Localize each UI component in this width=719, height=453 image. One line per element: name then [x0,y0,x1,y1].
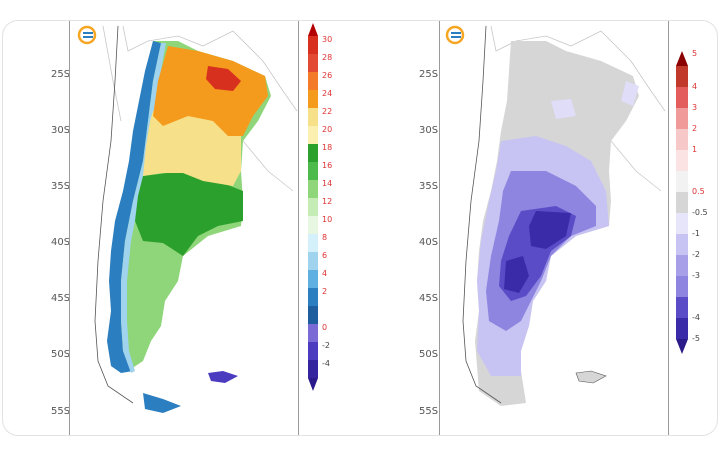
lat-label: 35S [419,181,439,192]
argentina-region-darkest [529,211,571,249]
colorbar-label: 22 [322,107,333,116]
argentina-region-paleblue [551,99,576,119]
colorbar-label: 16 [322,161,333,170]
lat-label: 45S [51,293,71,304]
colorbar-label: -2 [692,250,700,259]
lat-label: 50S [51,349,71,360]
colorbar-label: -2 [322,341,330,350]
tierra-del-fuego [143,393,181,413]
anomaly-colorbar [676,51,688,354]
argentina-region-yellow [143,106,241,186]
colorbar-label: -4 [322,359,330,368]
temperature-map-panel: 25S 30S 35S 40S 45S 50S 55S [3,21,358,435]
malvinas-islands [208,371,238,383]
colorbar-label: 6 [322,251,328,260]
colorbar-label: 18 [322,143,333,152]
lat-label: 25S [419,69,439,80]
colorbar-label: 0.5 [692,187,705,196]
colorbar-label: 30 [322,35,333,44]
colorbar-label: 4 [692,82,698,91]
colorbar-label: 5 [692,49,698,58]
anomaly-map [445,25,688,406]
lat-label: 35S [51,181,71,192]
image-card: 25S 30S 35S 40S 45S 50S 55S [2,20,718,436]
lat-label: 40S [51,237,71,248]
colorbar-label: 8 [322,233,328,242]
chile-coastline [462,25,502,404]
argentina-region-orange [153,46,268,136]
lat-label: 55S [419,406,439,417]
colorbar-label: 10 [322,215,333,224]
colorbar-label: 2 [692,124,698,133]
smn-logo-icon [445,25,465,45]
colorbar-label: 14 [322,179,333,188]
lat-label: 30S [51,125,71,136]
colorbar-label: 26 [322,71,333,80]
argentina-region-darkest [504,256,529,293]
lat-label: 40S [419,237,439,248]
argentina-region-green [135,171,243,256]
andes-lightblue-band [121,43,166,373]
colorbar-label: 28 [322,53,333,62]
argentina-region-paleblue [621,81,639,106]
lat-label: 55S [51,406,71,417]
colorbar-label: 2 [322,287,328,296]
chile-coastline [94,25,134,404]
colorbar-label: 3 [692,103,698,112]
colorbar-label: -5 [692,334,700,343]
colorbar-label: 24 [322,89,333,98]
colorbar-label: -4 [692,313,700,322]
colorbar-label: 1 [692,145,698,154]
temperature-colorbar [308,23,318,391]
lat-label: 30S [419,125,439,136]
malvinas-islands [575,370,607,384]
temperature-map [77,23,318,413]
colorbar-label: 12 [322,197,333,206]
lat-label: 50S [419,349,439,360]
smn-logo-icon [77,25,97,45]
colorbar-label: 20 [322,125,333,134]
lat-label: 45S [419,293,439,304]
argentina-region-hot [206,66,241,91]
colorbar-label: 4 [322,269,328,278]
colorbar-label: -1 [692,229,700,238]
lat-label: 25S [51,69,71,80]
colorbar-label: -0.5 [692,208,708,217]
colorbar-label: 0 [322,323,328,332]
colorbar-label: -3 [692,271,700,280]
anomaly-map-panel: 25S 30S 35S 40S 45S 50S 55S [371,21,717,435]
andes-blue-band [107,41,161,373]
